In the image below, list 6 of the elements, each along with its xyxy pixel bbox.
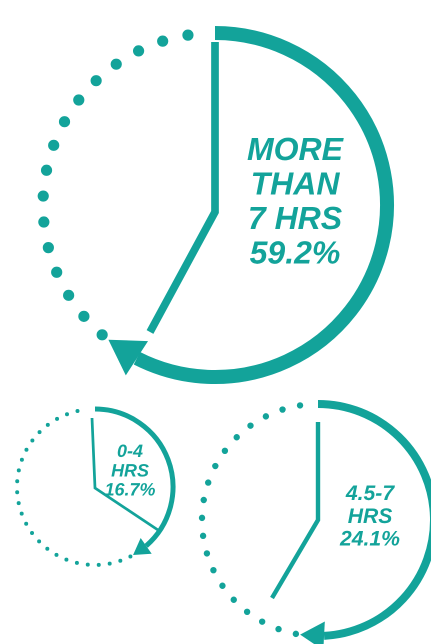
category-label: 4.5-7 HRS bbox=[344, 482, 396, 528]
data-label: 24.1% bbox=[339, 528, 400, 551]
category-label: 0-4 HRS bbox=[111, 441, 149, 480]
data-label: 16.7% bbox=[104, 480, 156, 500]
data-label: 59.2% bbox=[250, 234, 340, 271]
category-label: MORE THAN 7 HRS bbox=[247, 131, 345, 236]
